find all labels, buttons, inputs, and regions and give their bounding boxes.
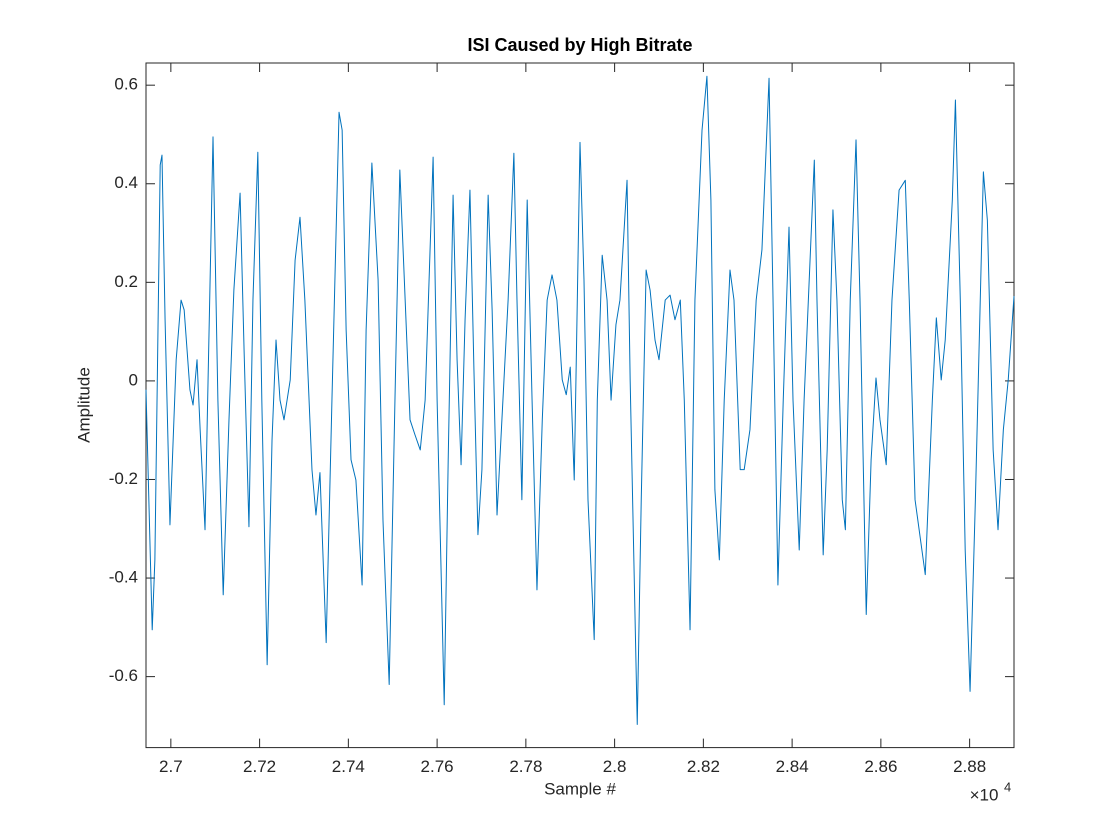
x-tick-label: 2.86 xyxy=(864,757,897,776)
y-tick-label: 0.6 xyxy=(114,75,138,94)
data-line xyxy=(145,75,1015,725)
y-tick-label: 0.4 xyxy=(114,173,138,192)
x-tick-label: 2.82 xyxy=(687,757,720,776)
y-tick-label: 0 xyxy=(129,370,138,389)
y-tick-label: -0.6 xyxy=(109,666,138,685)
x-tick-label: 2.72 xyxy=(243,757,276,776)
x-tick-label: 2.88 xyxy=(953,757,986,776)
x-multiplier: ×10 xyxy=(970,785,999,804)
x-tick-label: 2.84 xyxy=(776,757,809,776)
x-tick-label: 2.76 xyxy=(421,757,454,776)
x-tick-label: 2.74 xyxy=(332,757,365,776)
x-axis-label: Sample # xyxy=(544,779,616,798)
x-tick-label: 2.8 xyxy=(603,757,627,776)
x-tick-label: 2.7 xyxy=(159,757,183,776)
y-tick-label: -0.4 xyxy=(109,568,138,587)
y-tick-label: -0.2 xyxy=(109,469,138,488)
plot-area xyxy=(145,62,1015,749)
x-multiplier-exponent: 4 xyxy=(1004,779,1011,794)
chart-title: ISI Caused by High Bitrate xyxy=(467,35,692,55)
y-axis-label: Amplitude xyxy=(74,367,93,443)
y-tick-label: 0.2 xyxy=(114,272,138,291)
x-tick-label: 2.78 xyxy=(509,757,542,776)
